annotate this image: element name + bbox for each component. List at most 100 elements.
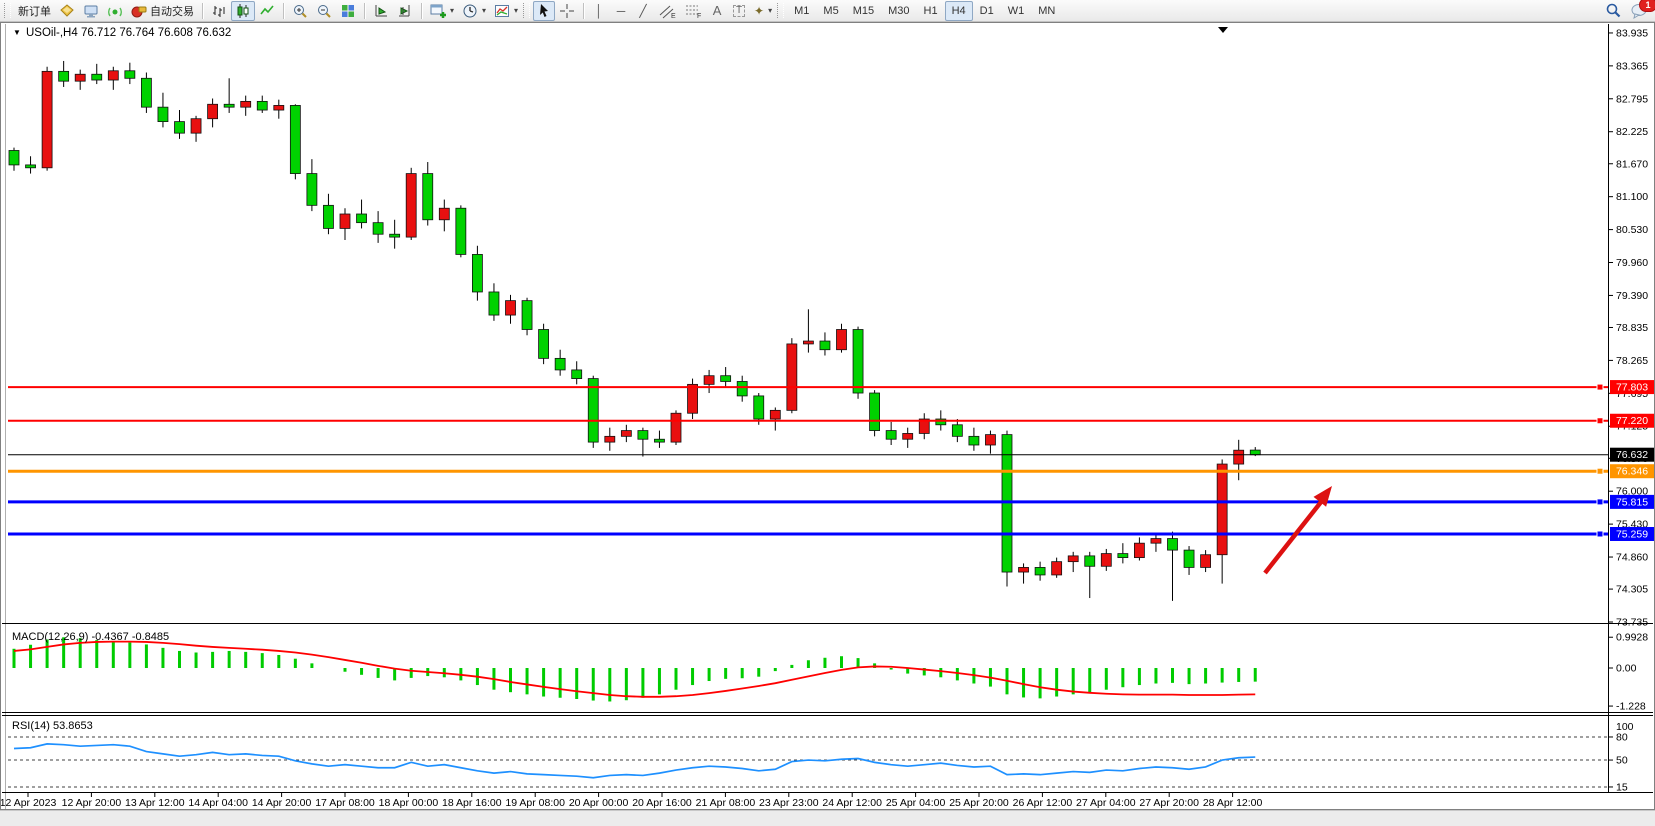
- symbol-dropdown-icon[interactable]: ▼: [13, 28, 21, 37]
- line-handle[interactable]: [1596, 467, 1604, 475]
- toolbar-separator: [202, 2, 203, 19]
- auto-trading-button[interactable]: 自动交易: [127, 1, 198, 21]
- price-tick-label: 80.530: [1616, 224, 1648, 236]
- trend-arrow-annotation[interactable]: [1263, 486, 1333, 575]
- price-tag: [1610, 464, 1654, 479]
- macd-indicator-label: MACD(12,26,9) -0.4367 -0.8485: [12, 631, 169, 643]
- signal-icon: [107, 3, 123, 19]
- text-label-tool-button[interactable]: T: [728, 1, 750, 21]
- candle-bullish: [687, 383, 698, 414]
- template-button[interactable]: ▾: [490, 1, 522, 21]
- new-order-button[interactable]: 新订单: [14, 1, 55, 21]
- candle-bearish: [323, 204, 334, 229]
- candle-bearish: [471, 254, 483, 293]
- time-tick-label: 14 Apr 04:00: [188, 797, 248, 809]
- candle-bearish: [25, 164, 36, 169]
- timeframe-button-m15[interactable]: M15: [846, 1, 881, 21]
- timeframe-button-m1[interactable]: M1: [787, 1, 816, 21]
- rsi-axis-label: 15: [1616, 781, 1628, 793]
- timeframe-button-w1[interactable]: W1: [1001, 1, 1032, 21]
- candle-bullish: [207, 103, 219, 120]
- timeframe-button-m30[interactable]: M30: [881, 1, 916, 21]
- line-chart-type-button[interactable]: [255, 1, 279, 21]
- zoom-out-button[interactable]: [312, 1, 336, 21]
- channel-tool-button[interactable]: E: [654, 1, 680, 21]
- arrow-head-icon[interactable]: [1313, 486, 1333, 507]
- step-end-button[interactable]: [393, 1, 417, 21]
- crosshair-tool-button[interactable]: [555, 1, 579, 21]
- toolbar-grip[interactable]: [777, 3, 785, 18]
- arrow-shaft[interactable]: [1263, 500, 1323, 575]
- candle-bullish: [1233, 449, 1245, 465]
- time-tick-label: 24 Apr 12:00: [822, 797, 882, 809]
- notification-badge[interactable]: 1: [1639, 0, 1655, 12]
- timeframe-button-m5[interactable]: M5: [816, 1, 845, 21]
- add-indicator-caret-icon[interactable]: ▾: [450, 6, 455, 15]
- candle-bearish: [968, 435, 980, 446]
- price-tick-label: 76.000: [1616, 486, 1648, 498]
- tile-windows-icon: [340, 3, 356, 19]
- arrows-tool-button[interactable]: ✦ ▾: [750, 1, 776, 21]
- timeframe-button-h1[interactable]: H1: [917, 1, 945, 21]
- line-handle[interactable]: [1596, 498, 1604, 506]
- equidistant-channel-icon: E: [658, 3, 676, 19]
- search-button[interactable]: [1601, 1, 1626, 21]
- period-caret-icon[interactable]: ▾: [482, 6, 487, 15]
- candle-bearish: [935, 418, 947, 426]
- line-handle[interactable]: [1596, 530, 1604, 538]
- candle-bearish: [819, 340, 831, 351]
- tile-windows-button[interactable]: [336, 1, 360, 21]
- line-handle[interactable]: [1596, 383, 1604, 391]
- timeframe-button-d1[interactable]: D1: [973, 1, 1001, 21]
- toolbar-grip[interactable]: [523, 3, 531, 18]
- ticket-button[interactable]: [55, 1, 79, 21]
- toolbar-grip[interactable]: [4, 3, 11, 18]
- arrow-shapes-icon: ✦: [754, 3, 765, 18]
- price-tick-label: 83.935: [1616, 27, 1648, 39]
- step-forward-button[interactable]: [369, 1, 393, 21]
- candle-bullish: [1150, 538, 1162, 544]
- add-indicator-icon: [430, 3, 446, 19]
- candle-bearish: [223, 103, 235, 108]
- candle-bullish: [74, 73, 86, 82]
- bar-chart-type-button[interactable]: [207, 1, 231, 21]
- candle-bearish: [538, 329, 549, 359]
- candle-bullish: [1018, 567, 1029, 573]
- trendline-tool-button[interactable]: ╱: [632, 1, 654, 21]
- vertical-line-tool-button[interactable]: │: [588, 1, 610, 21]
- terminal-icon: [83, 3, 99, 19]
- cursor-tool-button[interactable]: [533, 0, 556, 21]
- candle-bearish: [951, 424, 963, 437]
- arrows-caret-icon[interactable]: ▾: [768, 6, 773, 15]
- line-handle[interactable]: [1596, 417, 1604, 425]
- price-tag: [1610, 526, 1654, 541]
- candle-bearish: [885, 430, 897, 440]
- candle-bullish: [803, 340, 814, 345]
- chart-window: 83.935 83.365 82.795 82.225 81.670 81.100 80.5…: [0, 22, 1655, 810]
- template-caret-icon[interactable]: ▾: [514, 6, 519, 15]
- trendline-icon: ╱: [639, 3, 647, 18]
- price-tag-label: 75.815: [1616, 496, 1648, 508]
- time-tick-label: 17 Apr 08:00: [315, 797, 375, 809]
- candle-bearish: [157, 106, 169, 122]
- chart-canvas[interactable]: 83.935 83.365 82.795 82.225 81.670 81.100 80.5…: [0, 23, 1654, 809]
- period-button[interactable]: ▾: [458, 1, 490, 21]
- text-tool-button[interactable]: A: [706, 1, 728, 21]
- macd-axis-label: -1.228: [1616, 701, 1646, 713]
- add-indicator-button[interactable]: ▾: [426, 1, 458, 21]
- chart-shift-marker-icon[interactable]: [1218, 27, 1228, 33]
- fibonacci-tool-button[interactable]: F: [680, 1, 706, 21]
- terminal-button[interactable]: [79, 1, 103, 21]
- candlestick-chart-type-button[interactable]: [231, 0, 255, 21]
- price-tick-label: 78.265: [1616, 355, 1648, 367]
- timeframe-button-mn[interactable]: MN: [1031, 1, 1062, 21]
- candle-bullish: [190, 118, 202, 134]
- chart-step-forward-icon: [373, 3, 389, 19]
- toolbar-separator: [421, 2, 422, 19]
- timeframe-button-h4[interactable]: H4: [944, 0, 973, 21]
- signal-button[interactable]: [103, 1, 127, 21]
- horizontal-line-tool-button[interactable]: ─: [610, 1, 632, 21]
- zoom-in-button[interactable]: [288, 1, 312, 21]
- candle-bullish: [902, 433, 914, 440]
- candle-bearish: [140, 77, 152, 108]
